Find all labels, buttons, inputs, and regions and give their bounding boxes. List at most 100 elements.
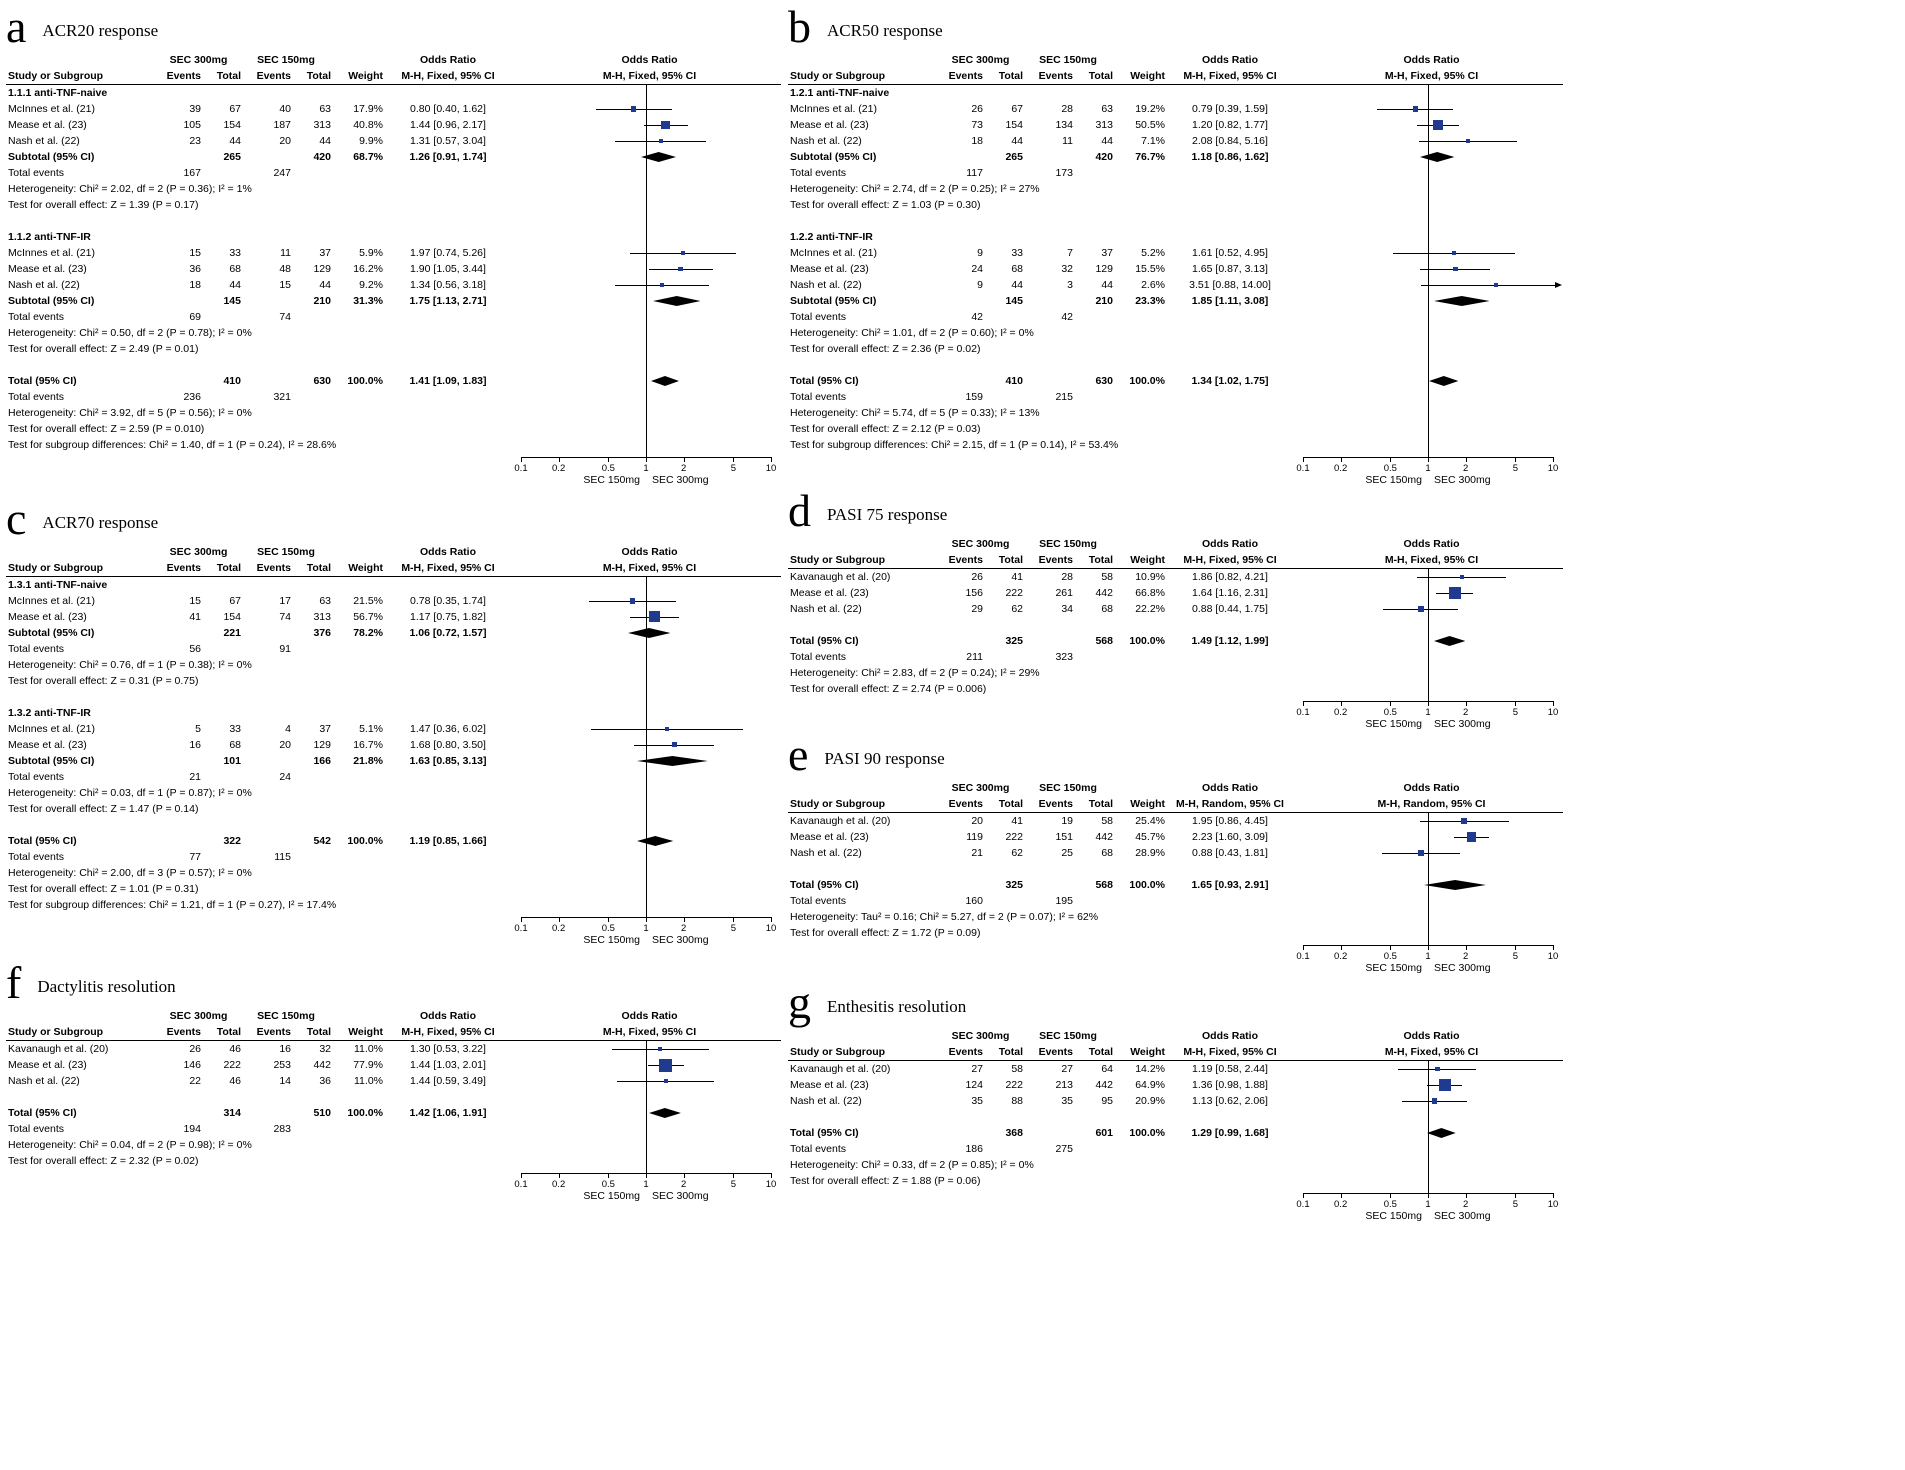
ci-text: 1.17 [0.75, 1.82] xyxy=(410,611,486,623)
total2-value: 568 xyxy=(1095,879,1113,891)
spacer-cell xyxy=(1113,1028,1165,1044)
ci-text: 1.20 [0.82, 1.77] xyxy=(1192,119,1268,131)
panel-title: ACR50 response xyxy=(827,21,943,40)
table-header: SEC 300mg SEC 150mg Odds Ratio Odds Ratio St… xyxy=(6,52,781,85)
forest-row-plot xyxy=(1303,245,1560,261)
odds-ratio-header: Odds Ratio xyxy=(1201,1030,1258,1042)
spacer-cell xyxy=(788,617,793,633)
effect-square xyxy=(1452,266,1458,272)
study-col-header: Study or Subgroup xyxy=(790,70,886,82)
effect-col-header: M-H, Fixed, 95% CI xyxy=(401,1026,495,1038)
spacer-cell xyxy=(1295,261,1303,277)
row-note: Heterogeneity: Chi² = 0.76, df = 1 (P = … xyxy=(6,657,781,673)
spacer-cell xyxy=(201,769,241,785)
total2-value: 63 xyxy=(319,595,331,607)
events2-value: 151 xyxy=(1055,831,1073,843)
row-total_events: Total events 236 321 xyxy=(6,389,781,405)
axis-tick xyxy=(683,1173,685,1178)
axis-right-label: SEC 300mg xyxy=(1434,718,1491,730)
spacer-cell xyxy=(6,1089,11,1105)
spacer-cell xyxy=(788,357,793,373)
axis-tick xyxy=(1390,1193,1392,1198)
panel-letter: e xyxy=(788,729,809,780)
row-note: Heterogeneity: Chi² = 2.74, df = 2 (P = … xyxy=(788,181,1563,197)
panel-header: c ACR70 response xyxy=(6,494,781,542)
axis-tick xyxy=(1465,1193,1467,1198)
spacer-cell xyxy=(1295,845,1303,861)
events2-col-header: Events xyxy=(1038,798,1073,810)
total1-col-header: Total xyxy=(216,1026,241,1038)
spacer-cell xyxy=(6,817,11,833)
spacer-cell xyxy=(513,737,521,753)
events1-value: 117 xyxy=(966,167,983,179)
spacer-cell xyxy=(1295,585,1303,601)
effect-square xyxy=(658,139,663,143)
null-line xyxy=(1428,569,1429,702)
ci-text: 1.31 [0.57, 3.04] xyxy=(410,135,486,147)
axis-tick xyxy=(558,457,560,462)
forest-row-plot xyxy=(1303,1061,1560,1077)
spacer-cell xyxy=(331,1008,383,1024)
effect-square xyxy=(1438,1078,1451,1092)
total2-value: 376 xyxy=(313,627,331,639)
total-events-label: Total events xyxy=(8,851,65,863)
total1-col-header: Total xyxy=(998,798,1023,810)
ci-text: 1.68 [0.80, 3.50] xyxy=(410,739,486,751)
row-study: Mease et al. (23) 73 154 134 313 50.5% 1.20 [0… xyxy=(788,117,1563,133)
total-label: Total (95% CI) xyxy=(8,375,77,387)
total1-value: 221 xyxy=(223,627,241,639)
spacer-cell xyxy=(1113,536,1165,552)
total1-value: 44 xyxy=(1011,279,1023,291)
events2-value: 20 xyxy=(279,739,291,751)
events2-value: 213 xyxy=(1055,1079,1073,1091)
row-note: Heterogeneity: Chi² = 0.03, df = 1 (P = … xyxy=(6,785,781,801)
spacer-cell xyxy=(983,165,1023,181)
study-label: Mease et al. (23) xyxy=(8,263,87,275)
events1-value: 16 xyxy=(189,739,201,751)
events2-value: 40 xyxy=(279,103,291,115)
effect-square xyxy=(678,266,684,272)
events2-value: 74 xyxy=(279,611,291,623)
effect-col-header: M-H, Fixed, 95% CI xyxy=(1183,70,1277,82)
header-cols-row: Study or Subgroup Events Total Events Total W… xyxy=(788,68,1563,84)
row-total_events: Total events 42 42 xyxy=(788,309,1563,325)
effect-col-header: M-H, Fixed, 95% CI xyxy=(401,70,495,82)
axis-tick-label: 10 xyxy=(765,923,777,934)
row-total_events: Total events 160 195 xyxy=(788,893,1563,909)
spacer-cell xyxy=(1073,893,1113,909)
spacer-cell xyxy=(513,1057,521,1073)
weight-value: 68.7% xyxy=(353,151,383,163)
header-groups-row: SEC 300mg SEC 150mg Odds Ratio Odds Ratio xyxy=(6,52,781,68)
events1-value: 9 xyxy=(977,247,983,259)
study-label: Nash et al. (22) xyxy=(790,135,862,147)
events1-col-header: Events xyxy=(166,562,201,574)
events2-value: 275 xyxy=(1055,1143,1073,1155)
row-subtotal: Subtotal (95% CI) 101 166 21.8% 1.63 [0.85, … xyxy=(6,753,781,769)
row-study: McInnes et al. (21) 5 33 4 37 5.1% 1.47 [0.36,… xyxy=(6,721,781,737)
axis-tick-label: 0.1 xyxy=(1296,463,1310,474)
spacer-cell xyxy=(513,68,521,84)
ci-text: 1.95 [0.86, 4.45] xyxy=(1192,815,1268,827)
axis-right-label: SEC 300mg xyxy=(652,934,709,946)
axis-tick xyxy=(1428,1193,1429,1198)
weight-value: 7.1% xyxy=(1141,135,1165,147)
axis-tick xyxy=(521,1173,522,1178)
study-label: Mease et al. (23) xyxy=(8,1059,87,1071)
axis-tick xyxy=(1390,701,1392,706)
total1-value: 101 xyxy=(223,755,241,767)
study-label: Mease et al. (23) xyxy=(8,119,87,131)
total-events-label: Total events xyxy=(790,895,847,907)
events1-value: 18 xyxy=(971,135,983,147)
x-axis: 0.1 0.2 0.5 1 2 5 10 SEC 150mg SEC 300mg xyxy=(1296,457,1563,491)
study-label: McInnes et al. (21) xyxy=(8,595,95,607)
ci-text: 0.78 [0.35, 1.74] xyxy=(410,595,486,607)
spacer-cell xyxy=(938,1125,983,1141)
weight-value: 21.8% xyxy=(353,755,383,767)
forest-row-plot xyxy=(1303,261,1560,277)
axis-tick-label: 0.2 xyxy=(1334,1199,1348,1210)
axis-tick xyxy=(646,457,647,462)
total1-col-header: Total xyxy=(998,554,1023,566)
total-events-label: Total events xyxy=(8,167,65,179)
note-text: Test for overall effect: Z = 1.88 (P = 0… xyxy=(790,1175,981,1187)
axis-tick-label: 2 xyxy=(680,923,687,934)
